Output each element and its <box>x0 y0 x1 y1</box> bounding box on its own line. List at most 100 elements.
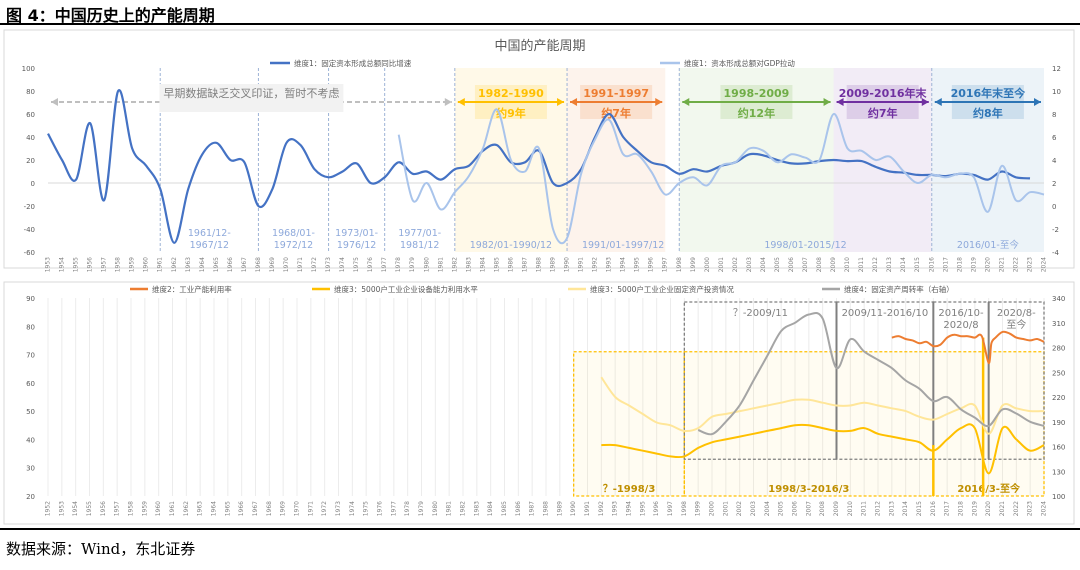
x-tick: 1994 <box>620 257 627 272</box>
x-tick: 2008 <box>816 257 823 272</box>
x-tick: 2000 <box>704 257 711 272</box>
x-tick: 2017 <box>944 501 951 516</box>
x-tick: 1964 <box>199 257 206 272</box>
period-box-label-line: 2009/11-2016/10 <box>842 308 929 319</box>
x-tick: 1958 <box>115 257 122 272</box>
x-tick: 2016 <box>928 257 935 272</box>
cycle-period-label-line: 2016/01-至今 <box>957 239 1019 251</box>
x-tick: 2012 <box>875 501 882 516</box>
x-tick: 1981 <box>437 257 444 272</box>
cycle-period-label: 1977/01-1981/12 <box>398 228 441 251</box>
series-line-fai <box>600 376 1045 435</box>
x-tick: 2024 <box>1041 257 1048 272</box>
y-tick-left: 40 <box>26 134 35 142</box>
x-tick: 1998 <box>681 501 688 516</box>
x-tick: 1975 <box>363 501 370 516</box>
x-tick: 1968 <box>255 257 262 272</box>
x-tick: 1956 <box>100 501 107 516</box>
period-box-label-line: 2020/8- <box>997 308 1036 319</box>
x-tick: 1964 <box>211 501 218 516</box>
x-tick: 1972 <box>321 501 328 516</box>
region-label: 1998-2009 <box>724 87 790 100</box>
bottom-plot-area: 1952 1953 1954 1955 1956 1957 1958 1959 1960 1961… <box>26 295 1065 516</box>
region-arrow-head-right <box>444 98 452 106</box>
x-tick: 2009 <box>830 257 837 272</box>
region-label-box <box>159 84 344 112</box>
cycle-period-label: 1991/01-1997/12 <box>582 240 664 251</box>
x-tick: 1969 <box>280 501 287 516</box>
x-tick: 2016 <box>930 501 937 516</box>
region-label: 早期数据缺乏交叉印证，暂时不考虑 <box>163 86 339 100</box>
legend-label-gdp-pull: 维度1：资本形成总额对GDP拉动 <box>684 58 795 68</box>
series-line-turnover <box>697 311 1045 436</box>
cycle-period-label-line: 1972/12 <box>274 240 313 251</box>
x-tick: 1993 <box>612 501 619 516</box>
x-tick: 1982 <box>451 257 458 272</box>
region-label: 2009-2016年末 <box>839 86 928 100</box>
legend-label-utilization: 维度2：工业产能利用率 <box>152 284 232 294</box>
x-tick: 2013 <box>888 501 895 516</box>
y-tick-left: 60 <box>26 380 35 388</box>
x-tick: 2019 <box>971 501 978 516</box>
x-tick: 2013 <box>886 257 893 272</box>
x-tick: 1970 <box>294 501 301 516</box>
x-tick: 1976 <box>367 257 374 272</box>
x-tick: 1992 <box>598 501 605 516</box>
region-label-box <box>846 85 919 119</box>
x-tick: 1972 <box>311 257 318 272</box>
legend-label-fcf-growth: 维度1：固定资本形成总额同比增速 <box>294 58 412 68</box>
x-tick: 1970 <box>283 257 290 272</box>
period-box-label: ？-2009/11 <box>733 308 788 319</box>
x-tick: 2008 <box>819 501 826 516</box>
legend-label-fai: 维度3：5000户工业企业固定资产投资情况 <box>590 284 734 294</box>
cycle-period-label-line: 1977/01- <box>398 228 441 239</box>
x-tick: 1993 <box>606 257 613 272</box>
x-tick: 1996 <box>648 257 655 272</box>
y-tick-left: 40 <box>26 436 35 444</box>
top-chart-title: 中国的产能周期 <box>494 38 585 54</box>
x-tick: 1983 <box>473 501 480 516</box>
region-duration-label: 约7年 <box>601 106 631 120</box>
x-tick: 1967 <box>241 257 248 272</box>
cycle-period-label: 1968/01-1972/12 <box>272 228 315 251</box>
period-box-label: 1998/3-2016/3 <box>768 484 849 495</box>
x-tick: 1962 <box>171 257 178 272</box>
x-tick: 1984 <box>487 501 494 516</box>
x-tick: 1971 <box>307 501 314 516</box>
cycle-period-label-line: 1981/12 <box>400 240 439 251</box>
x-tick: 1977 <box>381 257 388 272</box>
x-tick: 2003 <box>746 257 753 272</box>
x-tick: 2021 <box>998 257 1005 272</box>
y-tick-right: 4 <box>1052 157 1057 165</box>
cycle-period-label-line: 1961/12- <box>188 228 231 239</box>
x-tick: 1958 <box>128 501 135 516</box>
x-tick: 1973 <box>325 257 332 272</box>
y-tick-right: 340 <box>1052 295 1065 303</box>
region-duration-label: 约8年 <box>973 106 1003 120</box>
x-tick: 1965 <box>224 501 231 516</box>
region-arrow-head-left <box>51 98 58 106</box>
x-tick: 2005 <box>774 257 781 272</box>
x-tick: 1985 <box>501 501 508 516</box>
period-box-yellow <box>573 351 685 497</box>
x-tick: 1966 <box>238 501 245 516</box>
x-tick: 1996 <box>653 501 660 516</box>
x-tick: 1997 <box>667 501 674 516</box>
period-box-label-line: 至今 <box>1006 318 1026 331</box>
y-tick-right: -4 <box>1052 249 1060 257</box>
y-tick-right: 160 <box>1052 444 1065 452</box>
x-tick: 2012 <box>872 257 879 272</box>
x-tick: 1959 <box>129 257 136 272</box>
region-arrow-head-left <box>934 98 942 106</box>
x-tick: 1963 <box>197 501 204 516</box>
bottom-rule <box>0 528 1080 530</box>
x-tick: 2000 <box>709 501 716 516</box>
x-tick: 1999 <box>695 501 702 516</box>
y-tick-right: 6 <box>1052 134 1057 142</box>
x-tick: 1994 <box>626 501 633 516</box>
region-arrow-head-left <box>570 98 578 106</box>
region-arrow-head-left <box>682 98 690 106</box>
x-tick: 1952 <box>45 501 52 516</box>
x-tick: 1971 <box>297 257 304 272</box>
